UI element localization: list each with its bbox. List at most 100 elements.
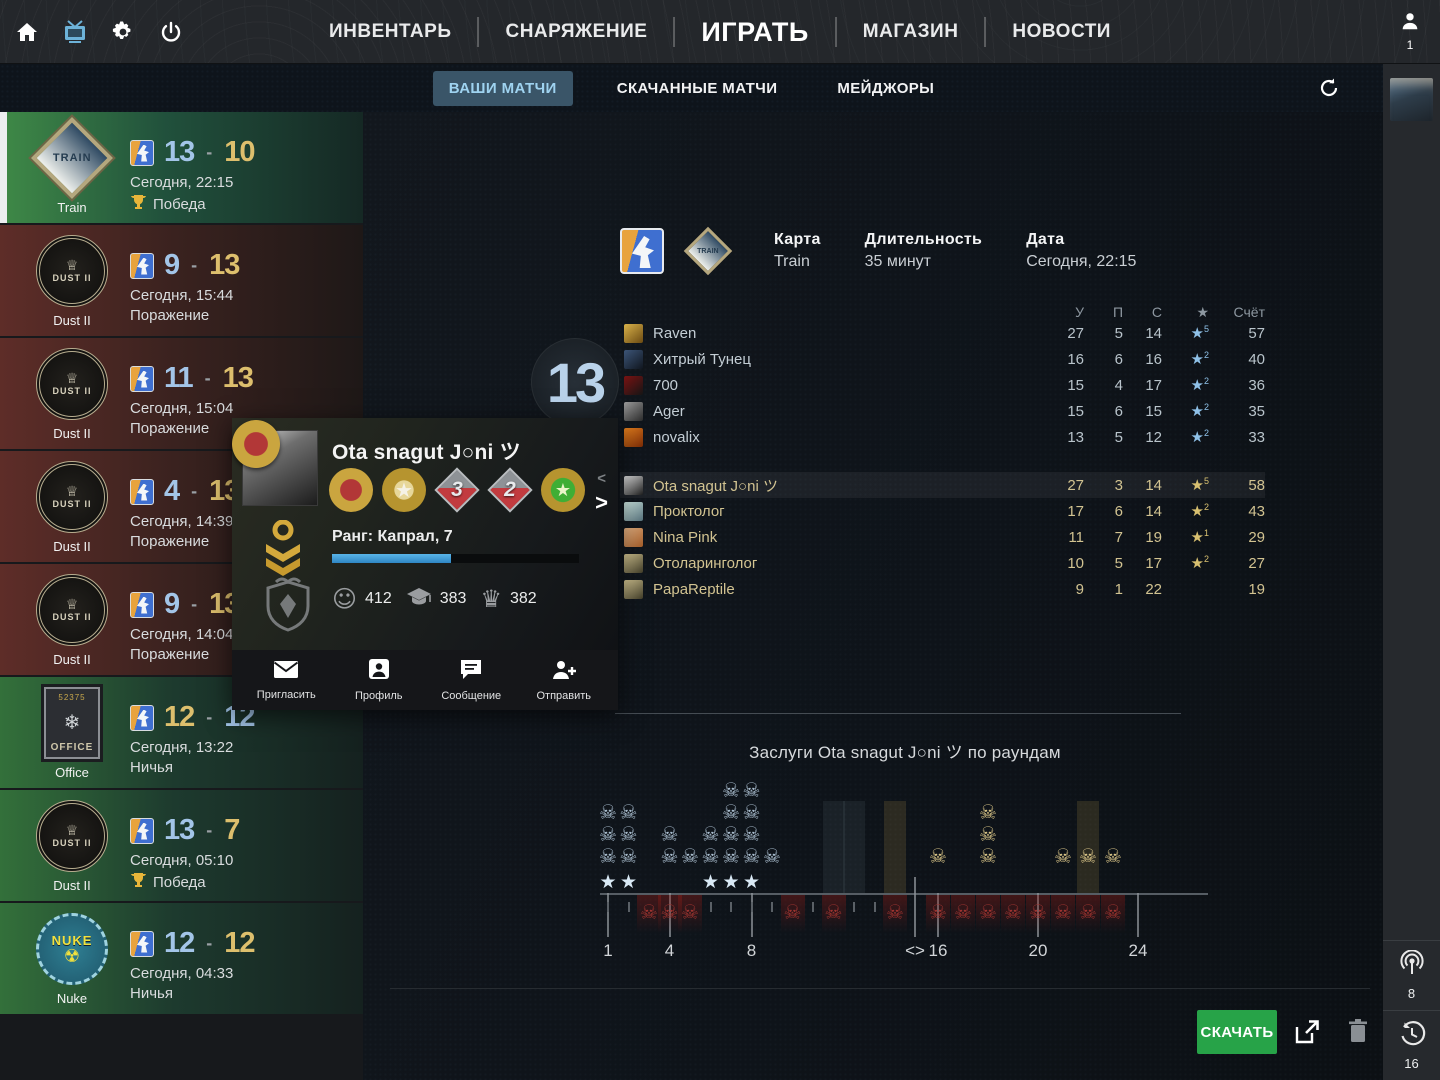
map-name-label: Office [55,765,89,780]
death-fade [678,895,702,933]
action-label: Сообщение [441,689,502,702]
match-row-dustii[interactable]: ♕ DUST II Dust II 13-7 Сегодня, 05:10 Победа [0,790,363,901]
player-row[interactable]: Хитрый Тунец 16 6 16 ★2 40 [620,346,1265,372]
user-avatar[interactable] [1390,78,1433,121]
tv-icon[interactable] [62,19,88,45]
match-result: Поражение [130,646,239,663]
match-row-nuke[interactable]: NUKE ☢ Nuke 12-12 Сегодня, 04:33 Ничья [0,903,363,1014]
map-name-label: Nuke [56,991,88,1006]
match-row-body: 12-12 Сегодня, 13:22 Ничья [130,701,256,776]
профиль-button[interactable]: Профиль [336,658,422,702]
mvp-stars: ★1 [1190,528,1209,546]
download-button[interactable]: СКАЧАТЬ [1197,1010,1277,1054]
tab-1[interactable]: ВАШИ МАТЧИ [432,70,573,106]
kill-skull-icon: ☠ [599,844,617,868]
dust2-map-badge: ♕ DUST II [36,235,108,307]
user-icon [1402,13,1418,30]
match-result: Ничья [130,759,255,776]
medal-prev-icon[interactable]: < [597,470,606,487]
player-row[interactable]: Ager 15 6 15 ★2 35 [620,398,1265,424]
axis-tick-label: 20 [1028,941,1048,960]
match-date: Сегодня, 15:04 [130,400,234,417]
medal-next-icon[interactable]: > [595,490,608,515]
mvp-star-icon: ★ [599,871,617,893]
отправить-button[interactable]: Отправить [521,659,607,702]
round-chart-title: Заслуги Ota snagut J○ni ツ по раундам [749,743,1061,762]
history-cell[interactable]: 16 [1383,1010,1440,1080]
score-left: 12 [164,701,195,733]
header-divider [0,63,1440,64]
csgo-logo-icon [130,252,154,279]
сообщение-button[interactable]: Сообщение [428,659,514,702]
kill-skull-icon: ☠ [599,800,617,824]
rail-counter-value: 16 [1404,1056,1419,1071]
power-icon[interactable] [158,19,184,45]
nav-item-4[interactable]: МАГАЗИН [862,21,959,42]
player-row[interactable]: novalix 13 5 12 ★2 33 [620,424,1265,450]
kills-stack-round-4: ☠ ☠ [659,823,681,867]
stat-d: 19 [1145,528,1162,546]
player-name: Ager [653,402,685,420]
nav-item-1[interactable]: ИНВЕНТАРЬ [329,21,452,42]
player-avatar [624,401,643,421]
пригласить-button[interactable]: Пригласить [243,660,329,701]
player-row[interactable]: Отоларинголог 10 5 17 ★2 27 [620,550,1265,576]
match-row-body: 13-10 Сегодня, 22:15 Победа [130,136,256,214]
operation-pin-3: 3 [434,467,480,513]
map-badge-wrap: ♕ DUST II [30,570,114,650]
player-row[interactable]: Проктолог 17 6 14 ★2 43 [620,498,1265,524]
share-icon[interactable] [1293,1018,1321,1046]
date-label: Дата [1026,231,1065,248]
csgo-logo-icon [130,817,154,844]
delete-icon[interactable] [1347,1018,1371,1046]
nav-item-5[interactable]: НОВОСТИ [1012,21,1111,42]
broadcast-cell[interactable]: 8 [1383,940,1440,1010]
death-fade [1001,895,1025,933]
tab-3[interactable]: МЕЙДЖОРЫ [837,79,935,97]
player-row[interactable]: Raven 27 5 14 ★5 57 [620,320,1265,346]
service-medal [329,468,373,512]
player-name: Проктолог [653,502,725,520]
player-identity: PapaReptile [624,579,1045,599]
mvp-stars: ★2 [1190,428,1209,446]
score-dash: - [206,820,213,840]
gear-icon[interactable] [110,19,136,45]
kill-skull-icon: ☠ [979,800,997,824]
stat-score: 33 [1248,428,1265,446]
match-date: Сегодня, 05:10 [130,852,234,869]
match-score-line: 13-7 [130,814,240,847]
axis-minor-tick [730,902,732,912]
match-row-train[interactable]: TRAIN Train 13-10 Сегодня, 22:15 Победа [0,112,363,223]
player-name: novalix [653,428,700,446]
section-divider [615,713,1181,714]
date-column: Дата Сегодня, 22:15 [1026,231,1136,271]
player-row[interactable]: PapaReptile 9 1 22 19 [620,576,1265,602]
stat-score: 29 [1248,528,1265,546]
player-identity: novalix [624,427,1045,447]
tab-2[interactable]: СКАЧАННЫЕ МАТЧИ [616,79,778,97]
mvp-stars: ★2 [1190,402,1209,420]
kill-skull-icon: ☠ [742,800,761,824]
csgo-logo-icon [130,591,154,618]
nav-item-2[interactable]: СНАРЯЖЕНИЕ [505,21,648,42]
stat-k: 15 [1067,376,1084,394]
match-row-dustii[interactable]: ♕ DUST II Dust II 9-13 Сегодня, 15:44 Поражен… [0,225,363,336]
player-row[interactable]: Ota snagut J○ni ツ 27 3 14 ★5 58 [620,472,1265,498]
player-row[interactable]: Nina Pink 11 7 19 ★1 29 [620,524,1265,550]
score-left: 4 [164,475,180,507]
friends-online-indicator[interactable]: 1 [1394,10,1426,52]
match-row-body: 4-13 Сегодня, 14:39 Поражение [130,475,240,550]
axis-tick [750,893,753,937]
round-highlight [843,801,865,893]
nav-item-3[interactable]: ИГРАТЬ [701,16,809,47]
match-row-office[interactable]: 52375 ❄ OFFICE Office 12-12 Сегодня, 13:22 Нич… [0,677,363,788]
stat-d: 22 [1145,580,1162,598]
map-badge-wrap: ♕ DUST II [30,796,114,876]
column-header-2: П [1112,304,1123,320]
action-label: Профиль [355,690,403,702]
home-icon[interactable] [14,19,40,45]
axis-tick [607,893,609,937]
refresh-icon[interactable] [1317,76,1341,100]
player-row[interactable]: 700 15 4 17 ★2 36 [620,372,1265,398]
